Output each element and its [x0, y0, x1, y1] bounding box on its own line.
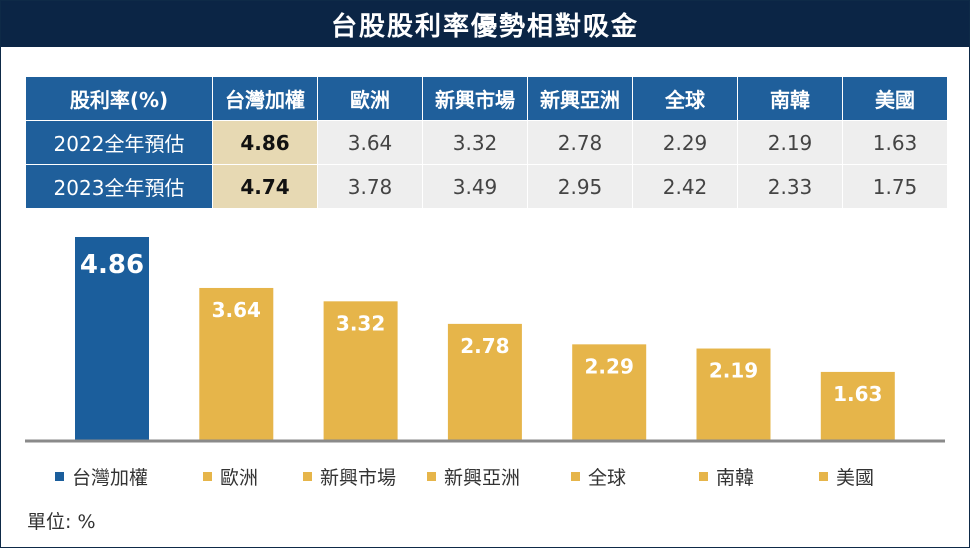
table-cell: 1.63 — [842, 120, 948, 165]
legend-label: 台灣加權 — [72, 467, 149, 489]
bar-3 — [447, 323, 522, 440]
table-header-cell: 股利率(%) — [25, 76, 213, 121]
legend-label: 新興市場 — [320, 467, 397, 489]
bar-5 — [696, 348, 771, 440]
bar-2 — [323, 301, 398, 440]
legend-label: 南韓 — [716, 467, 755, 489]
legend-swatch — [203, 472, 212, 481]
table-cell: 2.29 — [632, 120, 738, 165]
legend-swatch — [427, 472, 436, 481]
legend-item: 台灣加權 — [55, 463, 203, 490]
legend-item: 全球 — [571, 463, 699, 490]
table-row: 2022全年預估 4.86 3.64 3.32 2.78 2.29 2.19 1… — [25, 120, 948, 165]
data-label-2: 3.32 — [336, 311, 385, 335]
legend-swatch — [303, 472, 312, 481]
legend-label: 新興亞洲 — [444, 467, 521, 489]
bar-chart: 4.86 3.64 3.32 2.78 2.29 2.19 1.63 — [25, 237, 945, 443]
dividend-table: 股利率(%) 台灣加權 歐洲 新興市場 新興亞洲 全球 南韓 美國 2022全年… — [25, 76, 948, 209]
data-label-1: 3.64 — [212, 298, 261, 322]
legend-swatch — [55, 472, 64, 481]
table-header-cell: 台灣加權 — [212, 76, 318, 121]
table-header-row: 股利率(%) 台灣加權 歐洲 新興市場 新興亞洲 全球 南韓 美國 — [25, 76, 948, 121]
data-label-0: 4.86 — [80, 250, 144, 280]
legend-label: 全球 — [588, 467, 627, 489]
table-cell: 4.74 — [212, 164, 318, 209]
row-label: 2022全年預估 — [25, 120, 213, 165]
table-row: 2023全年預估 4.74 3.78 3.49 2.95 2.42 2.33 1… — [25, 164, 948, 209]
table-header-cell: 新興市場 — [422, 76, 528, 121]
row-label: 2023全年預估 — [25, 164, 213, 209]
table-cell: 2.95 — [527, 164, 633, 209]
bar-0 — [75, 237, 149, 440]
table-cell: 2.19 — [737, 120, 843, 165]
legend-item: 南韓 — [699, 463, 819, 490]
table-cell: 4.86 — [212, 120, 318, 165]
table-header-cell: 美國 — [842, 76, 948, 121]
legend-item: 美國 — [819, 463, 919, 490]
unit-label: 單位: % — [27, 511, 96, 533]
table-header-cell: 歐洲 — [317, 76, 423, 121]
data-label-4: 2.29 — [585, 354, 634, 378]
bar-1 — [199, 287, 274, 440]
table-cell: 3.64 — [317, 120, 423, 165]
legend-item: 新興市場 — [303, 463, 427, 490]
table-cell: 2.42 — [632, 164, 738, 209]
data-label-6: 1.63 — [833, 382, 882, 406]
table-cell: 2.78 — [527, 120, 633, 165]
bar-4 — [572, 344, 647, 440]
bar-6 — [820, 371, 895, 440]
data-label-5: 2.19 — [709, 359, 758, 383]
legend-item: 歐洲 — [203, 463, 303, 490]
table-cell: 3.78 — [317, 164, 423, 209]
legend-item: 新興亞洲 — [427, 463, 571, 490]
table-cell: 3.32 — [422, 120, 528, 165]
table-header-cell: 南韓 — [737, 76, 843, 121]
table-header-cell: 全球 — [632, 76, 738, 121]
table-cell: 2.33 — [737, 164, 843, 209]
legend-swatch — [699, 472, 708, 481]
table-header-cell: 新興亞洲 — [527, 76, 633, 121]
legend-swatch — [571, 472, 580, 481]
legend-swatch — [819, 472, 828, 481]
chart-title: 台股股利率優勢相對吸金 — [1, 1, 969, 47]
table-cell: 3.49 — [422, 164, 528, 209]
chart-legend: 台灣加權 歐洲 新興市場 新興亞洲 全球 南韓 美國 — [55, 463, 919, 490]
table-cell: 1.75 — [842, 164, 948, 209]
legend-label: 歐洲 — [220, 467, 259, 489]
data-label-3: 2.78 — [460, 334, 509, 358]
legend-label: 美國 — [836, 467, 875, 489]
